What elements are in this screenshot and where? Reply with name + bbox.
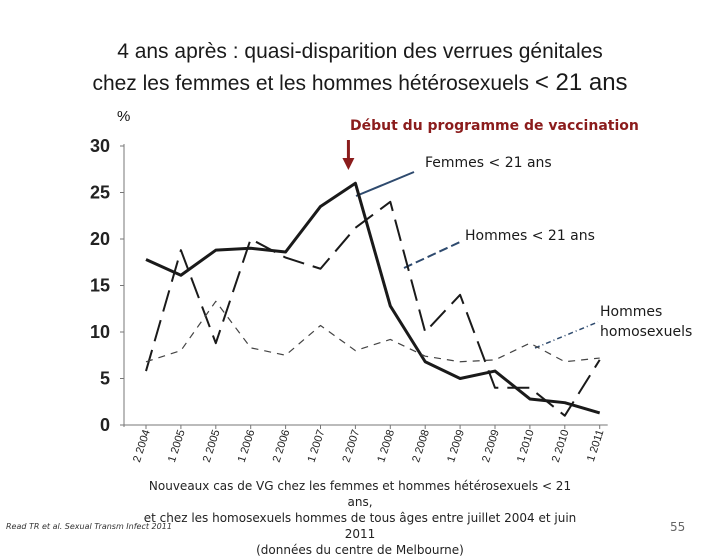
title-line-2-text: chez les femmes et les hommes hétérosexu…: [92, 72, 529, 95]
vaccination-start-label: Début du programme de vaccination: [350, 118, 639, 134]
x-tick-label: 2 2010: [550, 428, 572, 464]
leader-hommes: [403, 241, 461, 269]
chart-axes: 0 5 10 15 20 25 30 2 2004 1 2005 2 2005 1 2006 2 20…: [90, 136, 608, 464]
x-tick-label: 1 2007: [306, 428, 328, 464]
x-tick-label: 2 2008: [410, 428, 432, 464]
label-femmes: Femmes < 21 ans: [425, 155, 552, 171]
label-hommes: Hommes < 21 ans: [465, 228, 595, 244]
y-tick-label: 10: [90, 322, 110, 342]
x-tick-label: 2 2009: [480, 428, 502, 464]
x-tick-label: 2 2004: [131, 428, 153, 464]
y-tick-label: 20: [90, 229, 110, 249]
page-number: 55: [670, 520, 686, 534]
title-line-2-age: < 21 ans: [534, 69, 628, 96]
series-line-3: [145, 300, 600, 363]
chart-caption: Nouveaux cas de VG chez les femmes et ho…: [140, 478, 580, 558]
leader-homosexuels: [534, 321, 599, 349]
title-line-2: chez les femmes et les hommes hétérosexu…: [0, 67, 720, 99]
caption-line-2: et chez les homosexuels hommes de tous â…: [143, 511, 577, 541]
y-tick-label: 5: [100, 369, 110, 389]
y-tick-label: 25: [90, 183, 110, 203]
caption-line-1: Nouveaux cas de VG chez les femmes et ho…: [148, 479, 572, 509]
x-tick-label: 1 2009: [445, 428, 467, 464]
leader-femmes: [355, 171, 415, 197]
y-tick-label: 15: [90, 276, 110, 296]
x-tick-label: 2 2006: [271, 428, 293, 464]
slide-title: 4 ans après : quasi-disparition des verr…: [0, 36, 720, 99]
y-tick-label: 30: [90, 136, 110, 156]
title-line-1: 4 ans après : quasi-disparition des verr…: [117, 40, 603, 63]
series-line-2: [145, 200, 601, 417]
caption-line-3: (données du centre de Melbourne): [256, 543, 464, 557]
vaccination-arrow: [342, 140, 355, 170]
x-tick-label: 1 2010: [515, 428, 537, 464]
x-tick-label: 1 2005: [166, 428, 188, 464]
y-tick-label: 0: [100, 415, 110, 435]
reference-citation: Read TR et al. Sexual Transm Infect 2011: [6, 522, 172, 531]
y-unit-label: %: [117, 108, 131, 125]
label-homosexuels: Hommes homosexuels: [600, 304, 693, 340]
x-tick-label: 1 2006: [236, 428, 258, 464]
x-tick-label: 2 2007: [340, 428, 362, 464]
x-tick-label: 2 2005: [201, 428, 223, 464]
x-tick-label: 1 2008: [375, 428, 397, 464]
vaccination-arrow-head: [342, 158, 355, 170]
x-tick-label: 1 2011: [585, 428, 607, 463]
chart-series: [145, 181, 601, 417]
series-line-1: [145, 181, 601, 415]
line-chart: 0 5 10 15 20 25 30 2 2004 1 2005 2 2005 1 2006 2 20…: [90, 136, 608, 464]
label-leader-lines: [355, 171, 599, 349]
